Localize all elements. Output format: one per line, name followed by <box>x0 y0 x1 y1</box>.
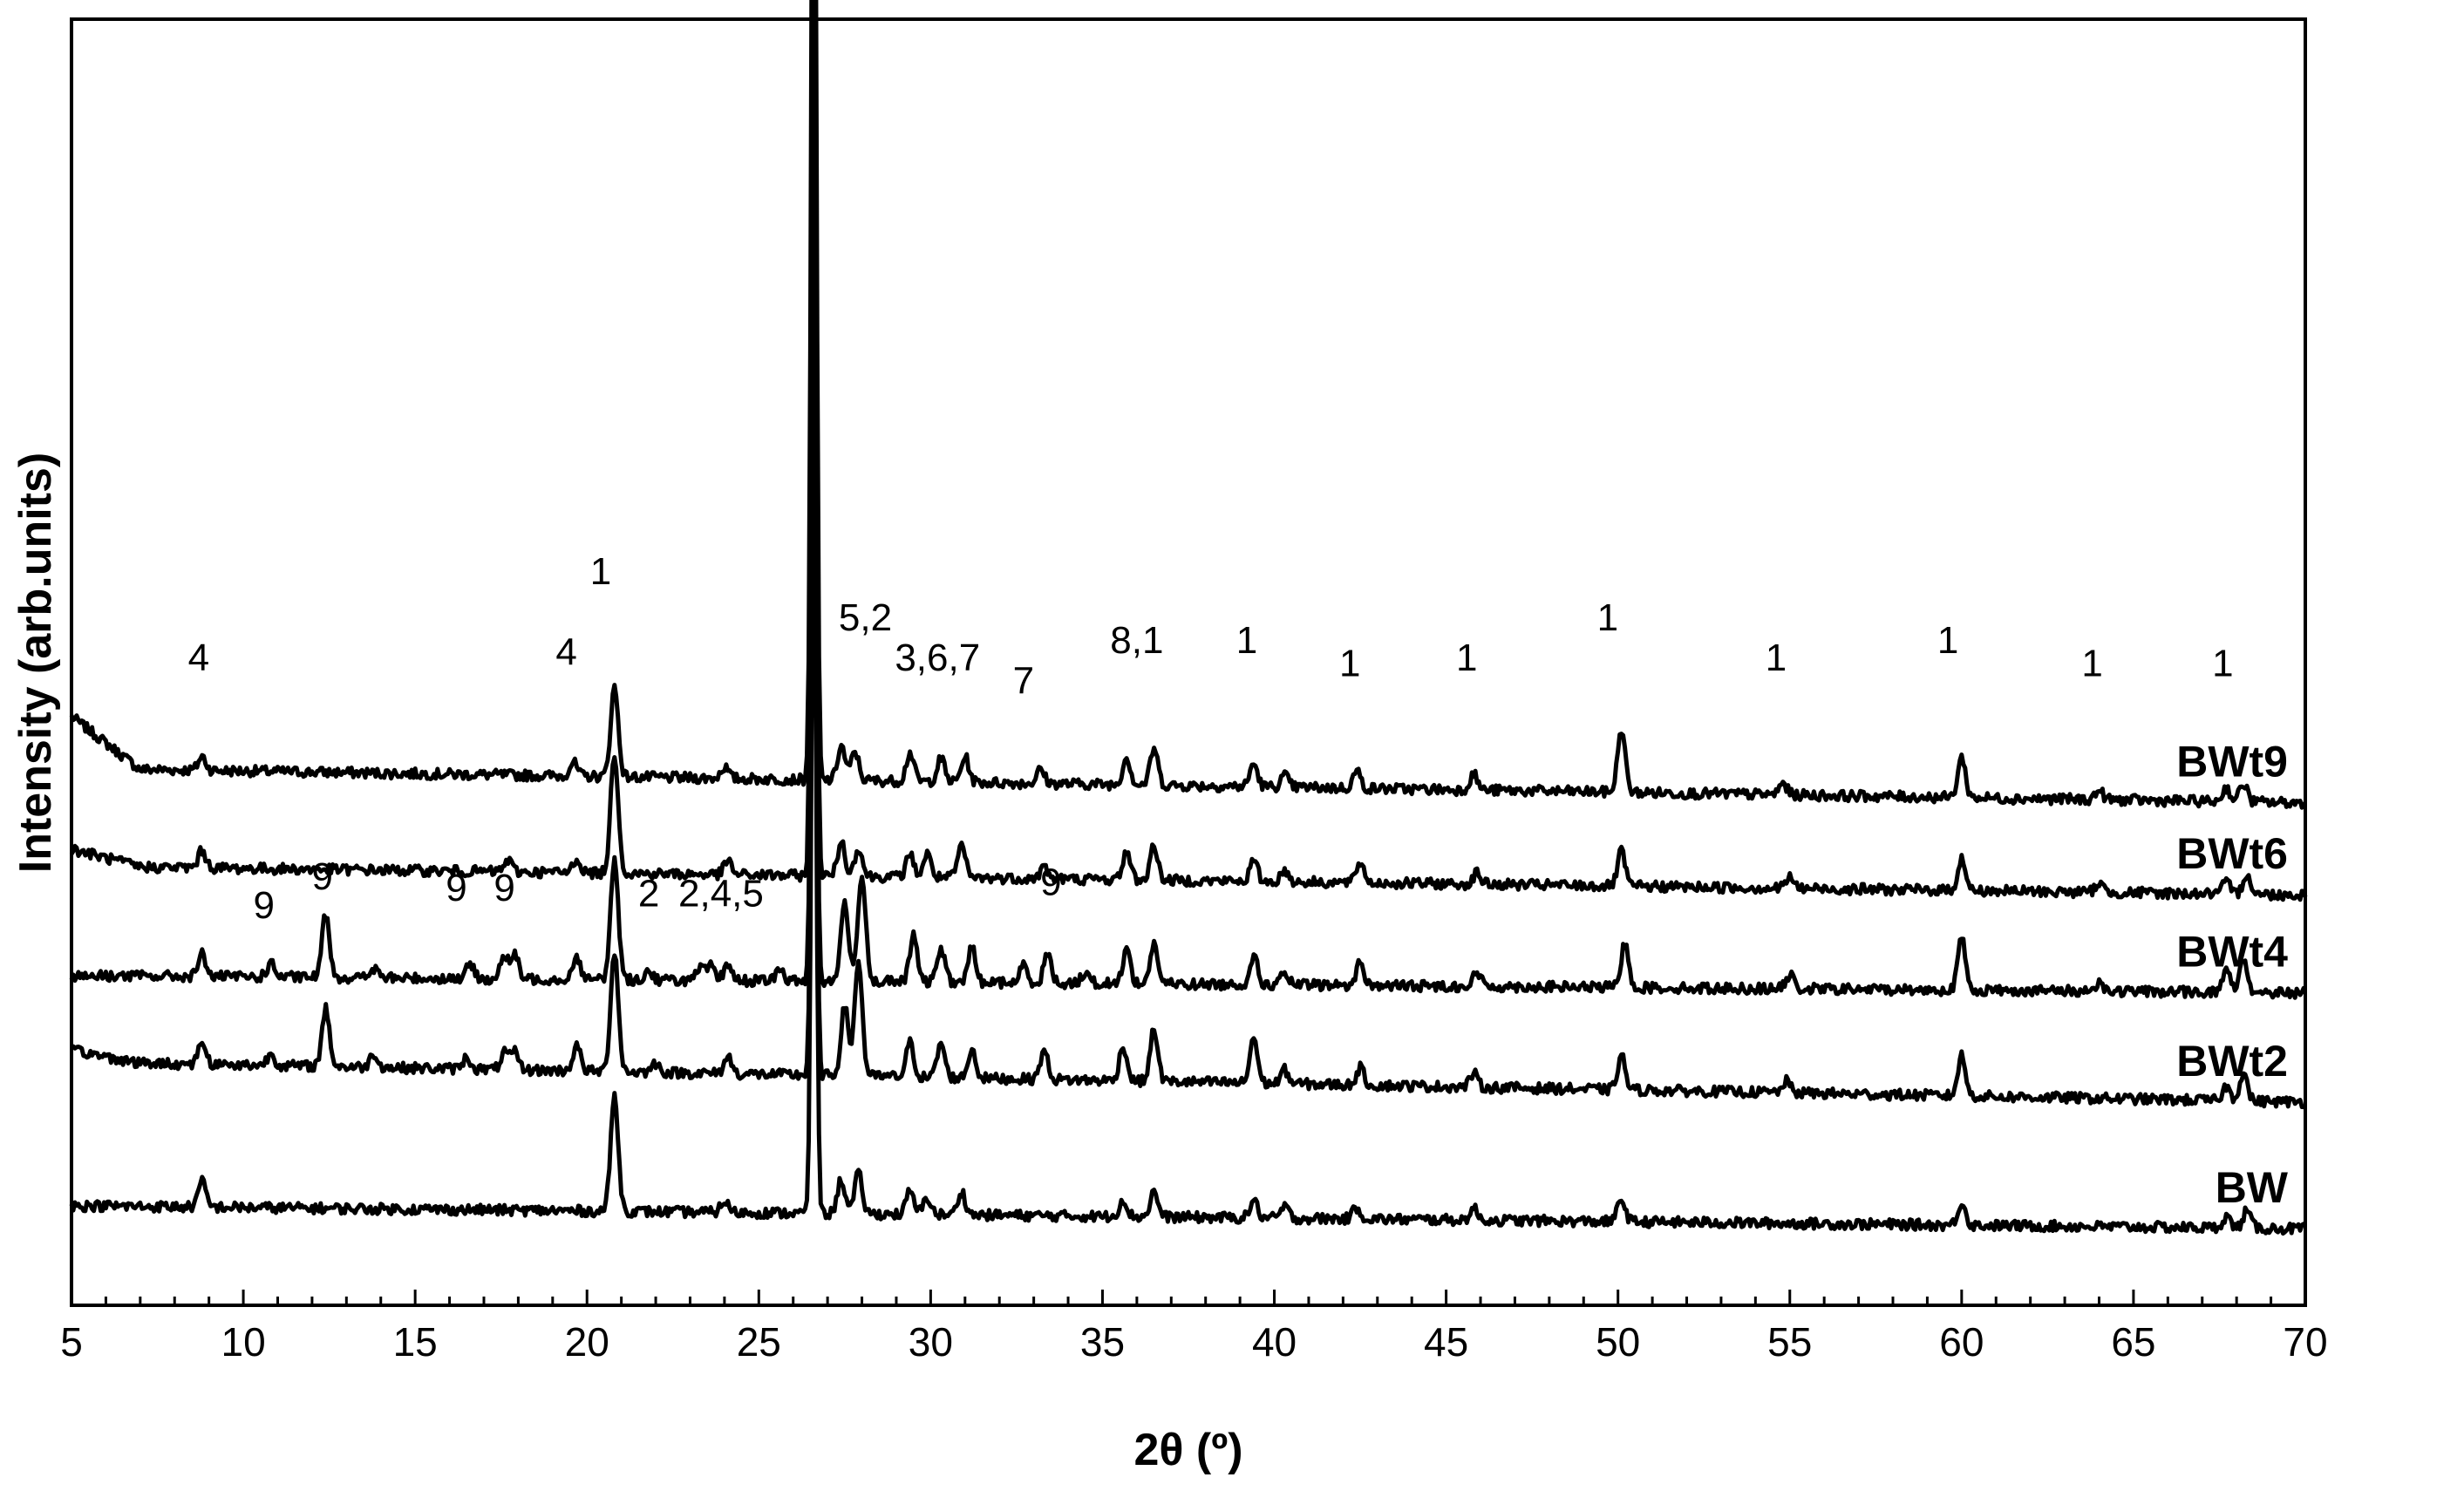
series-trace-bwt4 <box>69 178 2306 1000</box>
plot-frame <box>70 17 2307 1307</box>
peak-annotation: 7 <box>1013 659 1034 702</box>
x-tick-label: 30 <box>909 1319 953 1365</box>
series-label-bwt4: BWt4 <box>2176 927 2288 976</box>
series-trace-bw <box>69 466 2306 1236</box>
series-labels: BWt9 BWt6 BWt4 BWt2 BW <box>2176 738 2289 1212</box>
peak-annotation: 1 <box>1597 596 1618 639</box>
x-tick-label: 35 <box>1080 1319 1125 1365</box>
peak-annotation: 1 <box>1339 643 1360 685</box>
peak-annotation: 5,2 <box>839 596 892 639</box>
series-traces <box>69 0 2308 1236</box>
series-label-bwt6: BWt6 <box>2176 829 2288 878</box>
x-tick-label: 65 <box>2111 1319 2155 1365</box>
x-tick-label: 5 <box>60 1319 83 1365</box>
x-axis-ticks <box>70 1290 2307 1305</box>
peak-annotation: 9 <box>493 867 514 909</box>
peak-annotation: 4 <box>188 637 209 679</box>
peak-annotation: 1 <box>2081 643 2102 685</box>
x-axis-tick-labels: 5 10 15 20 25 30 35 40 45 50 55 60 65 70 <box>60 1319 2327 1365</box>
peak-annotation: 1 <box>1766 637 1787 679</box>
peak-annotation: 1 <box>1236 619 1257 662</box>
x-tick-label: 45 <box>1424 1319 1468 1365</box>
x-tick-label: 60 <box>1939 1319 1984 1365</box>
peak-annotation: 3,6,7 <box>895 637 980 679</box>
x-tick-label: 50 <box>1596 1319 1640 1365</box>
x-tick-label: 70 <box>2283 1319 2327 1365</box>
x-tick-label: 15 <box>393 1319 438 1365</box>
peak-annotation: 9 <box>253 884 274 927</box>
series-label-bw: BW <box>2216 1163 2289 1212</box>
peak-annotation: 9 <box>1040 861 1061 903</box>
peak-annotation: 9 <box>311 855 332 898</box>
series-trace-bwt2 <box>70 378 2306 1110</box>
series-label-bwt2: BWt2 <box>2176 1037 2288 1086</box>
x-tick-label: 25 <box>737 1319 781 1365</box>
peak-annotation: 1 <box>1456 637 1477 679</box>
series-trace-bwt9 <box>69 0 2307 810</box>
x-tick-label: 20 <box>565 1319 609 1365</box>
peak-annotation: 2,4,5 <box>678 873 764 916</box>
peak-annotation: 8,1 <box>1110 619 1163 662</box>
x-tick-label: 40 <box>1252 1319 1297 1365</box>
x-tick-label: 10 <box>221 1319 265 1365</box>
peak-annotation: 1 <box>2212 643 2233 685</box>
x-tick-label: 55 <box>1767 1319 1812 1365</box>
peak-annotation: 1 <box>590 550 611 593</box>
peak-annotation: 1 <box>1937 619 1958 662</box>
x-axis-title: 2θ (º) <box>1133 1425 1242 1475</box>
peak-annotation: 9 <box>446 867 466 909</box>
series-trace-bwt6 <box>69 0 2308 902</box>
peak-annotation: 2 <box>638 873 659 916</box>
y-axis-title: Intensity (arb.units) <box>10 453 61 873</box>
peak-annotation: 4 <box>555 630 576 673</box>
series-label-bwt9: BWt9 <box>2176 738 2288 786</box>
